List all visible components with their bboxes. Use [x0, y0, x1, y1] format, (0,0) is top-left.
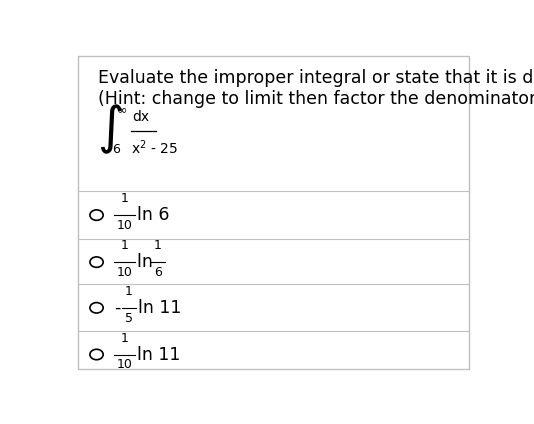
Text: x$^2$ - 25: x$^2$ - 25 [131, 138, 178, 156]
Text: ln 6: ln 6 [137, 206, 170, 224]
FancyBboxPatch shape [78, 56, 469, 369]
Text: -: - [114, 299, 121, 317]
Text: dx: dx [132, 110, 150, 124]
Text: 6: 6 [154, 266, 162, 279]
Text: Evaluate the improper integral or state that it is divergent.: Evaluate the improper integral or state … [98, 69, 534, 87]
Text: 1: 1 [154, 239, 162, 252]
Text: 1: 1 [121, 239, 129, 252]
Text: $\infty$: $\infty$ [115, 103, 127, 116]
Text: 5: 5 [125, 312, 133, 325]
Text: 6: 6 [112, 143, 120, 156]
Text: ln 11: ln 11 [137, 346, 180, 363]
Text: $\int$: $\int$ [97, 103, 122, 156]
Text: 10: 10 [117, 358, 132, 371]
Text: 10: 10 [117, 219, 132, 232]
Text: ln: ln [137, 253, 159, 271]
Text: 1: 1 [121, 192, 129, 205]
Text: 1: 1 [121, 332, 129, 345]
Text: 1: 1 [125, 285, 133, 298]
Text: 10: 10 [117, 266, 132, 279]
Text: (Hint: change to limit then factor the denominator): (Hint: change to limit then factor the d… [98, 90, 534, 108]
Text: ln 11: ln 11 [138, 299, 182, 317]
